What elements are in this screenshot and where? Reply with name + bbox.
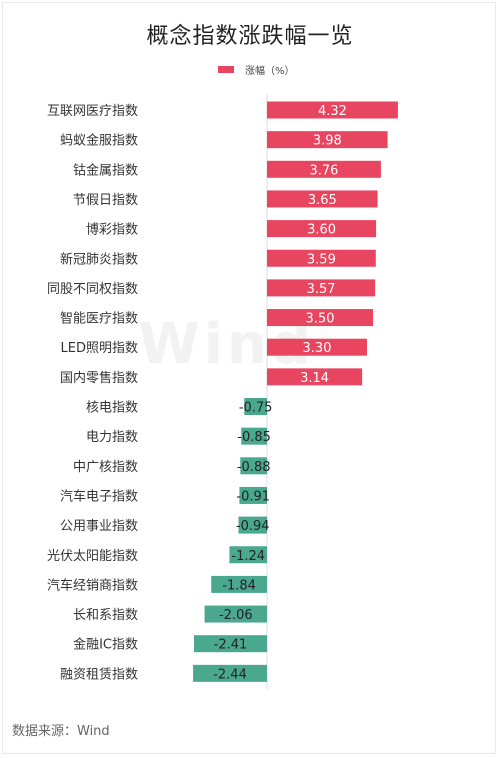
category-label: 汽车经销商指数	[47, 577, 138, 593]
data-label: -0.75	[239, 401, 273, 416]
data-label: 3.57	[307, 282, 336, 297]
bar	[267, 338, 367, 356]
category-label: 互联网医疗指数	[47, 104, 138, 119]
bar	[267, 368, 363, 386]
bar	[241, 427, 267, 445]
bar	[267, 101, 398, 119]
category-label: 核电指数	[86, 401, 138, 416]
category-label: 中广核指数	[73, 460, 138, 475]
bar	[240, 457, 267, 475]
category-label: 博彩指数	[86, 223, 138, 238]
data-label: -0.91	[236, 489, 270, 504]
data-label: 3.14	[300, 371, 329, 386]
bar	[267, 279, 376, 297]
bar	[267, 160, 381, 178]
category-label: 节假日指数	[73, 193, 138, 208]
bar	[193, 664, 267, 682]
data-label: -2.06	[219, 608, 253, 623]
category-label: 光伏太阳能指数	[47, 549, 138, 564]
bar	[244, 398, 267, 415]
category-label: 融资租赁指数	[60, 667, 138, 682]
data-label: 3.98	[313, 134, 342, 149]
bar	[204, 605, 267, 623]
legend-swatch	[218, 66, 234, 73]
source-note: 数据来源：Wind	[12, 724, 110, 739]
data-label: 3.30	[303, 341, 332, 356]
category-label: 智能医疗指数	[60, 312, 138, 327]
data-label: 3.65	[308, 193, 337, 208]
category-label: 公用事业指数	[60, 519, 138, 534]
data-label: 3.59	[307, 252, 336, 267]
bar	[211, 575, 267, 593]
bar	[193, 635, 267, 653]
data-label: 3.60	[307, 223, 336, 238]
data-label: -1.24	[231, 549, 265, 564]
data-label: -2.44	[213, 667, 247, 682]
category-label: 新冠肺炎指数	[60, 251, 138, 267]
category-label: 汽车电子指数	[60, 488, 138, 504]
category-label: 长和系指数	[73, 608, 138, 623]
bar	[229, 546, 267, 564]
category-label: 蚂蚁金服指数	[60, 133, 138, 149]
category-label: 国内零售指数	[60, 370, 138, 386]
bar	[267, 190, 378, 208]
data-label: 4.32	[318, 104, 347, 119]
category-label: 钴金属指数	[73, 162, 138, 178]
bar-chart: 互联网医疗指数 4.32 蚂蚁金服指数 3.98 钴金属指数 3.76 节假日指数 3.65 博…	[47, 94, 398, 690]
data-label: -2.41	[214, 638, 248, 653]
legend: 涨幅（%）	[0, 62, 500, 78]
category-label: 电力指数	[86, 430, 138, 445]
data-label: 3.50	[306, 312, 335, 327]
data-label: -0.85	[237, 430, 271, 445]
data-label: -1.84	[222, 578, 256, 593]
category-label: 同股不同权指数	[47, 281, 138, 297]
chart-title: 概念指数涨跌幅一览	[146, 24, 354, 49]
category-label: LED照明指数	[61, 341, 138, 356]
bar	[267, 249, 376, 267]
bar	[267, 220, 377, 238]
bar	[239, 486, 267, 504]
data-label: -0.88	[237, 460, 271, 475]
legend-label: 涨幅（%）	[245, 66, 295, 77]
bar	[267, 309, 374, 327]
data-label: 3.76	[309, 163, 338, 178]
bar	[267, 131, 388, 149]
category-label: 金融IC指数	[73, 637, 138, 653]
data-label: -0.94	[236, 519, 270, 534]
bar	[238, 516, 267, 534]
